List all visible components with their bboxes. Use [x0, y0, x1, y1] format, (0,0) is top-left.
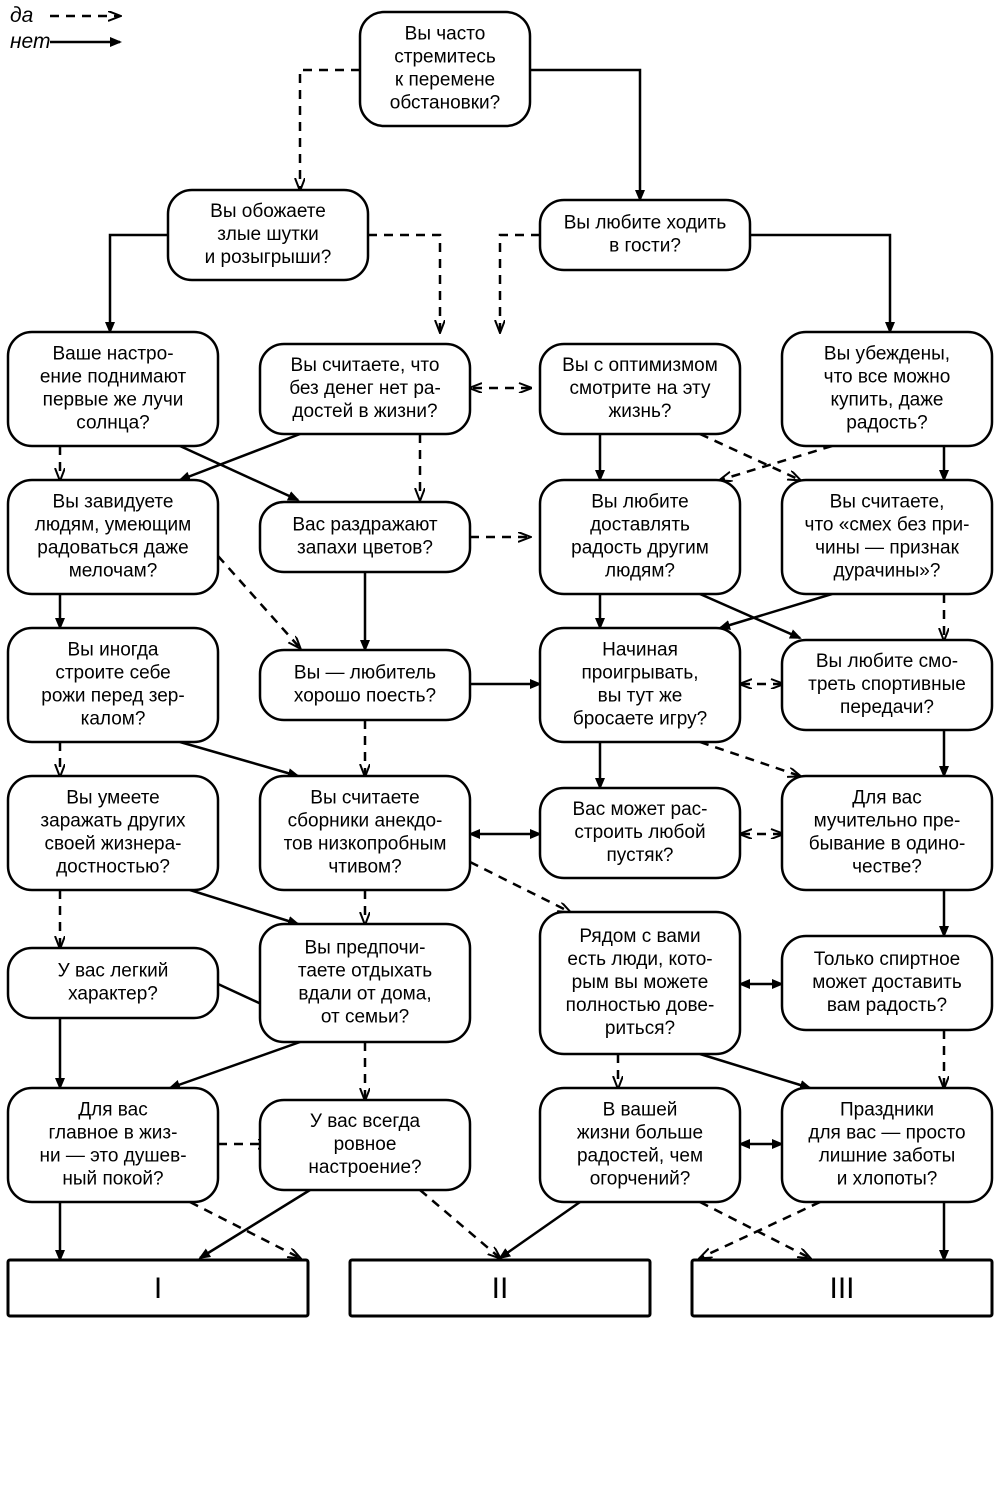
edge: [700, 434, 800, 480]
node-q2b: Вы считаете, чтобез денег нет ра-достей …: [260, 344, 470, 434]
node-q3c: Вы любитедоставлятьрадость другимлюдям?: [540, 480, 740, 594]
node-q5c: Вас может рас-строить любойпустяк?: [540, 788, 740, 878]
edge: [190, 890, 298, 924]
node-label: II: [492, 1272, 509, 1305]
edge: [110, 235, 168, 332]
node-q3a: Вы завидуетелюдям, умеющимрадоваться даж…: [8, 480, 218, 594]
node-q5a: Вы умеетезаражать другихсвоей жизнера-до…: [8, 776, 218, 890]
node-label: Только спиртноеможет доставитьвам радост…: [812, 949, 962, 1016]
edge: [200, 1190, 310, 1258]
node-q2c: Вы с оптимизмомсмотрите на этужизнь?: [540, 344, 740, 434]
node-q3b: Вас раздражаютзапахи цветов?: [260, 502, 470, 572]
node-q7d: Праздникидля вас — простолишние заботыи …: [782, 1088, 992, 1202]
nodes-layer: Вы частостремитеськ переменеобстановки? В…: [8, 12, 992, 1316]
node-q4c: Начинаяпроигрывать,вы тут жебросаете игр…: [540, 628, 740, 742]
node-q6a: У вас легкийхарактер?: [8, 948, 218, 1018]
node-q2d: Вы убеждены,что все можнокупить, дажерад…: [782, 332, 992, 446]
legend-yes-label: да: [10, 4, 33, 27]
node-q6b: Вы предпочи-таете отдыхатьвдали от дома,…: [260, 924, 470, 1042]
node-q6c: Рядом с вамиесть люди, кото-рым вы может…: [540, 912, 740, 1054]
edge: [750, 235, 890, 332]
legend-no-label: нет: [10, 30, 51, 53]
node-label: Вы считаете, чтобез денег нет ра-достей …: [289, 355, 441, 422]
node-q5b: Вы считаетесборники анекдо-тов низкопроб…: [260, 776, 470, 890]
edge: [300, 70, 360, 190]
edge: [180, 742, 298, 776]
node-q7b: У вас всегдаровноенастроение?: [260, 1100, 470, 1190]
node-q1a: Вы обожаетезлые шуткии розыгрыши?: [168, 190, 368, 280]
legend: да нет: [10, 4, 120, 53]
node-q4d: Вы любите смо-треть спортивныепередачи?: [782, 640, 992, 730]
node-q4a: Вы иногдастроите себерожи перед зер-кало…: [8, 628, 218, 742]
node-q1b: Вы любите ходитьв гости?: [540, 200, 750, 270]
edge: [700, 1054, 810, 1088]
node-r1: I: [8, 1260, 308, 1316]
node-label: I: [154, 1272, 162, 1305]
node-q4b: Вы — любительхорошо поесть?: [260, 650, 470, 720]
node-q5d: Для васмучительно пре-бывание в одино-че…: [782, 776, 992, 890]
node-q2a: Ваше настро-ение поднимаютпервые же лучи…: [8, 332, 218, 446]
edge: [530, 70, 640, 200]
node-label: Вы обожаетезлые шуткии розыгрыши?: [205, 201, 332, 268]
node-label: III: [829, 1272, 854, 1305]
edge: [500, 235, 540, 332]
flowchart: да нет Вы частостремитеськ переменеобста…: [0, 0, 1000, 1494]
edge: [170, 1042, 300, 1088]
edge: [500, 1202, 580, 1258]
node-q3d: Вы считаете,что «смех без при-чины — при…: [782, 480, 992, 594]
node-r2: II: [350, 1260, 650, 1316]
node-q7c: В вашейжизни большерадостей, чемогорчени…: [540, 1088, 740, 1202]
node-q0: Вы частостремитеськ переменеобстановки?: [360, 12, 530, 126]
node-q6d: Только спиртноеможет доставитьвам радост…: [782, 936, 992, 1030]
edge: [368, 235, 440, 332]
node-r3: III: [692, 1260, 992, 1316]
node-q7a: Для васглавное в жиз-ни — это душев-ный …: [8, 1088, 218, 1202]
edge: [420, 1190, 500, 1258]
edge: [700, 742, 800, 776]
